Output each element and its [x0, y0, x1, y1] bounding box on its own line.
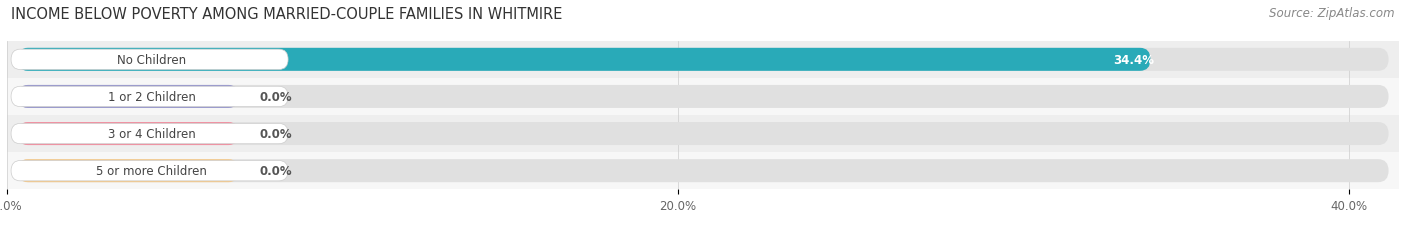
Text: 5 or more Children: 5 or more Children: [96, 164, 207, 177]
Text: Source: ZipAtlas.com: Source: ZipAtlas.com: [1270, 7, 1395, 20]
FancyBboxPatch shape: [17, 122, 1389, 146]
Bar: [7, 79, 1399, 116]
Text: 3 or 4 Children: 3 or 4 Children: [108, 128, 195, 140]
Text: 0.0%: 0.0%: [260, 164, 292, 177]
FancyBboxPatch shape: [17, 49, 1389, 72]
FancyBboxPatch shape: [17, 122, 239, 146]
Text: 1 or 2 Children: 1 or 2 Children: [108, 91, 195, 103]
Text: INCOME BELOW POVERTY AMONG MARRIED-COUPLE FAMILIES IN WHITMIRE: INCOME BELOW POVERTY AMONG MARRIED-COUPL…: [11, 7, 562, 22]
Text: 0.0%: 0.0%: [260, 128, 292, 140]
FancyBboxPatch shape: [11, 87, 288, 107]
FancyBboxPatch shape: [17, 85, 1389, 109]
Bar: [7, 116, 1399, 152]
Text: 0.0%: 0.0%: [260, 91, 292, 103]
FancyBboxPatch shape: [11, 124, 288, 144]
FancyBboxPatch shape: [17, 159, 239, 182]
Bar: [7, 152, 1399, 189]
FancyBboxPatch shape: [17, 85, 239, 109]
FancyBboxPatch shape: [11, 50, 288, 70]
Text: 34.4%: 34.4%: [1114, 54, 1154, 67]
FancyBboxPatch shape: [17, 49, 1150, 72]
FancyBboxPatch shape: [11, 161, 288, 181]
Text: No Children: No Children: [117, 54, 186, 67]
FancyBboxPatch shape: [17, 159, 1389, 182]
Bar: [7, 42, 1399, 79]
